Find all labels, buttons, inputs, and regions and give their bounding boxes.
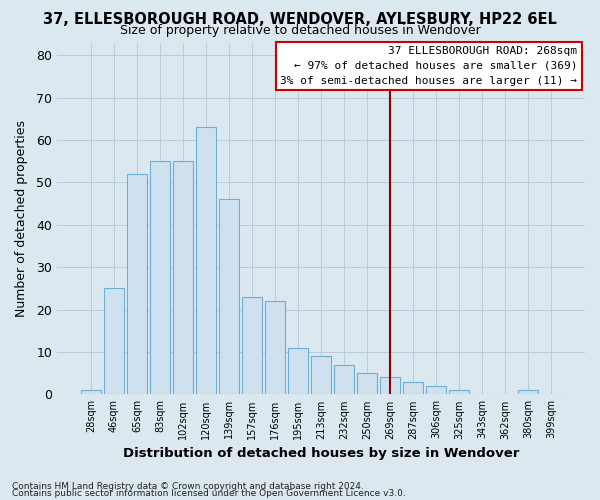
Bar: [289, 348, 308, 395]
Bar: [242, 297, 262, 394]
Bar: [150, 161, 170, 394]
Bar: [358, 373, 377, 394]
Bar: [81, 390, 101, 394]
Bar: [265, 301, 285, 394]
Text: 37, ELLESBOROUGH ROAD, WENDOVER, AYLESBURY, HP22 6EL: 37, ELLESBOROUGH ROAD, WENDOVER, AYLESBU…: [43, 12, 557, 28]
Bar: [334, 364, 354, 394]
Bar: [518, 390, 538, 394]
Text: Size of property relative to detached houses in Wendover: Size of property relative to detached ho…: [119, 24, 481, 37]
Y-axis label: Number of detached properties: Number of detached properties: [15, 120, 28, 317]
Bar: [127, 174, 147, 394]
Text: Contains HM Land Registry data © Crown copyright and database right 2024.: Contains HM Land Registry data © Crown c…: [12, 482, 364, 491]
Bar: [427, 386, 446, 394]
Bar: [196, 128, 216, 394]
Bar: [173, 161, 193, 394]
Bar: [403, 382, 423, 394]
Bar: [380, 378, 400, 394]
Bar: [219, 200, 239, 394]
Bar: [311, 356, 331, 395]
Bar: [449, 390, 469, 394]
Bar: [104, 288, 124, 395]
Text: Contains public sector information licensed under the Open Government Licence v3: Contains public sector information licen…: [12, 489, 406, 498]
X-axis label: Distribution of detached houses by size in Wendover: Distribution of detached houses by size …: [123, 447, 519, 460]
Text: 37 ELLESBOROUGH ROAD: 268sqm
← 97% of detached houses are smaller (369)
3% of se: 37 ELLESBOROUGH ROAD: 268sqm ← 97% of de…: [280, 46, 577, 86]
